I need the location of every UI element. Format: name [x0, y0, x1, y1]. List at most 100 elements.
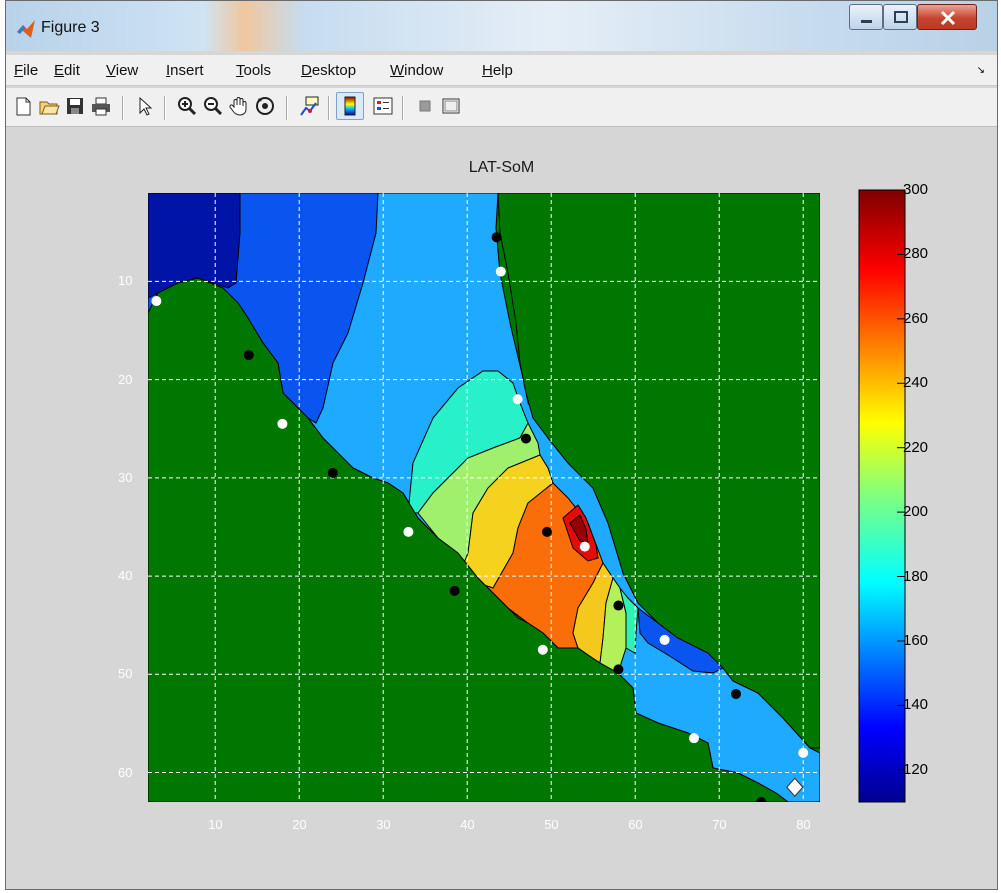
- menu-help-rest: elp: [492, 62, 513, 79]
- menu-edit[interactable]: Edit: [54, 62, 80, 79]
- colorbar-tick-label: 220: [903, 438, 929, 456]
- minimize-icon: [861, 20, 872, 23]
- white-marker: [689, 733, 699, 744]
- x-tick-label: 80: [796, 817, 811, 832]
- edit-plot-arrow-icon[interactable]: [134, 95, 156, 117]
- rotate-3d-icon[interactable]: [254, 95, 276, 117]
- menu-tools-mnemonic: T: [236, 62, 244, 79]
- dock-arrow-icon[interactable]: ↘: [976, 65, 985, 76]
- menu-insert[interactable]: Insert: [166, 62, 204, 79]
- axes-title: LAT-SoM: [468, 159, 535, 176]
- y-tick-label: 40: [118, 568, 133, 584]
- insert-legend-icon[interactable]: [372, 95, 394, 117]
- minimize-button[interactable]: [849, 4, 883, 30]
- menu-help[interactable]: Help: [482, 62, 513, 79]
- black-marker: [243, 350, 254, 361]
- menu-insert-mnemonic: I: [166, 62, 171, 79]
- new-figure-icon[interactable]: [12, 95, 34, 117]
- menu-desktop-mnemonic: D: [301, 62, 312, 79]
- black-marker: [756, 797, 767, 802]
- y-tick-label: 10: [118, 273, 133, 289]
- masked-region-right: [497, 193, 820, 749]
- window-title: Figure 3: [41, 19, 100, 36]
- menu-file[interactable]: File: [14, 62, 38, 79]
- show-plot-tools-icon[interactable]: [440, 95, 462, 117]
- black-marker: [327, 467, 338, 478]
- colorbar-tick-label: 180: [903, 567, 929, 585]
- zoom-in-icon[interactable]: [176, 95, 198, 117]
- white-marker: [537, 644, 548, 655]
- black-marker: [521, 433, 531, 444]
- menu-edit-mnemonic: E: [54, 62, 65, 79]
- menu-bar: File Edit View Insert Tools Desktop Wind…: [6, 55, 997, 86]
- close-button[interactable]: [917, 4, 977, 30]
- title-bar[interactable]: Figure 3: [6, 1, 997, 51]
- x-tick-label: 20: [292, 817, 307, 832]
- menu-view[interactable]: View: [106, 62, 138, 79]
- colorbar[interactable]: [858, 189, 906, 803]
- colorbar-tick-label: 240: [903, 374, 929, 392]
- colorbar-tick-label: 200: [903, 503, 929, 521]
- menu-window-mnemonic: W: [390, 62, 405, 79]
- x-tick-label: 60: [628, 817, 643, 832]
- black-marker: [449, 585, 460, 596]
- open-file-icon[interactable]: [38, 95, 60, 117]
- toolbar-separator: [328, 96, 330, 120]
- black-marker: [613, 664, 624, 675]
- x-tick-label: 70: [712, 817, 727, 832]
- menu-window[interactable]: Window: [390, 62, 443, 79]
- figure-window: Figure 3 File Edit View Insert Tools Des…: [5, 0, 998, 890]
- y-tick-label: 60: [118, 764, 133, 780]
- menu-file-rest: ile: [23, 62, 39, 79]
- white-marker: [277, 418, 288, 429]
- x-tick-label: 30: [376, 817, 391, 832]
- figure-toolbar: [6, 88, 997, 127]
- diamond-marker: [786, 777, 804, 798]
- masked-region-left: [148, 277, 789, 802]
- colorbar-tick-label: 140: [903, 696, 929, 714]
- colorbar-tick-label: 260: [903, 309, 929, 327]
- y-tick-label: 30: [118, 469, 133, 485]
- black-marker: [613, 600, 624, 611]
- white-marker: [151, 296, 162, 307]
- print-figure-icon[interactable]: [90, 95, 112, 117]
- y-tick-label: 50: [118, 666, 133, 682]
- grid-lines: [148, 193, 820, 802]
- close-icon: [940, 10, 956, 26]
- black-marker: [491, 232, 502, 243]
- white-marker: [512, 394, 523, 405]
- insert-colorbar-button[interactable]: [336, 92, 364, 120]
- colorbar-tick-label: 300: [903, 181, 929, 198]
- menu-tools-rest: ools: [243, 62, 272, 79]
- contour-band-navy: [148, 193, 241, 299]
- data-cursor-icon[interactable]: [298, 95, 320, 117]
- menu-edit-rest: dit: [64, 62, 80, 79]
- colorbar-tick-label: 160: [903, 631, 929, 649]
- white-marker: [798, 747, 809, 758]
- hide-plot-tools-icon[interactable]: [414, 95, 436, 117]
- menu-insert-rest: nsert: [170, 62, 204, 79]
- white-marker: [579, 541, 590, 552]
- maximize-icon: [894, 11, 908, 23]
- white-marker: [659, 634, 670, 645]
- x-tick-label: 40: [460, 817, 475, 832]
- toolbar-separator: [164, 96, 166, 120]
- y-tick-label: 20: [118, 371, 133, 387]
- x-tick-label: 10: [208, 817, 223, 832]
- white-marker: [403, 526, 414, 537]
- save-figure-icon[interactable]: [64, 95, 86, 117]
- zoom-out-icon[interactable]: [202, 95, 224, 117]
- marker-layer: [151, 232, 809, 802]
- menu-desktop[interactable]: Desktop: [301, 62, 356, 79]
- contour-plot[interactable]: [148, 193, 820, 802]
- menu-view-mnemonic: V: [106, 62, 116, 79]
- toolbar-separator: [286, 96, 288, 120]
- pan-hand-icon[interactable]: [228, 95, 250, 117]
- maximize-button[interactable]: [883, 4, 917, 30]
- colorbar-tick-label: 280: [903, 245, 929, 263]
- menu-desktop-rest: esktop: [311, 62, 357, 79]
- menu-help-mnemonic: H: [482, 62, 493, 79]
- menu-tools[interactable]: Tools: [236, 62, 271, 79]
- menu-window-rest: indow: [404, 62, 444, 79]
- white-marker: [495, 266, 506, 277]
